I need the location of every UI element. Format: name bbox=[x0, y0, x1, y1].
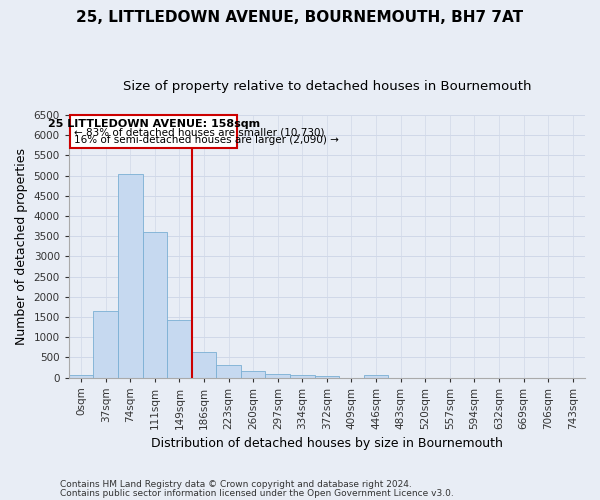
Bar bbox=[118, 174, 143, 378]
Text: ← 83% of detached houses are smaller (10,730): ← 83% of detached houses are smaller (10… bbox=[74, 127, 324, 137]
Title: Size of property relative to detached houses in Bournemouth: Size of property relative to detached ho… bbox=[122, 80, 531, 93]
Bar bbox=[265, 374, 290, 378]
Text: 16% of semi-detached houses are larger (2,090) →: 16% of semi-detached houses are larger (… bbox=[74, 135, 338, 145]
Text: Contains HM Land Registry data © Crown copyright and database right 2024.: Contains HM Land Registry data © Crown c… bbox=[60, 480, 412, 489]
Bar bbox=[217, 366, 241, 378]
Bar bbox=[314, 376, 339, 378]
FancyBboxPatch shape bbox=[70, 116, 237, 148]
Bar bbox=[94, 311, 118, 378]
Bar bbox=[192, 352, 217, 378]
Bar bbox=[143, 232, 167, 378]
Text: 25, LITTLEDOWN AVENUE, BOURNEMOUTH, BH7 7AT: 25, LITTLEDOWN AVENUE, BOURNEMOUTH, BH7 … bbox=[76, 10, 524, 25]
X-axis label: Distribution of detached houses by size in Bournemouth: Distribution of detached houses by size … bbox=[151, 437, 503, 450]
Bar bbox=[364, 376, 388, 378]
Bar bbox=[241, 372, 265, 378]
Bar bbox=[69, 374, 94, 378]
Text: Contains public sector information licensed under the Open Government Licence v3: Contains public sector information licen… bbox=[60, 489, 454, 498]
Bar bbox=[290, 376, 314, 378]
Text: 25 LITTLEDOWN AVENUE: 158sqm: 25 LITTLEDOWN AVENUE: 158sqm bbox=[47, 119, 260, 129]
Bar bbox=[167, 320, 192, 378]
Y-axis label: Number of detached properties: Number of detached properties bbox=[15, 148, 28, 345]
